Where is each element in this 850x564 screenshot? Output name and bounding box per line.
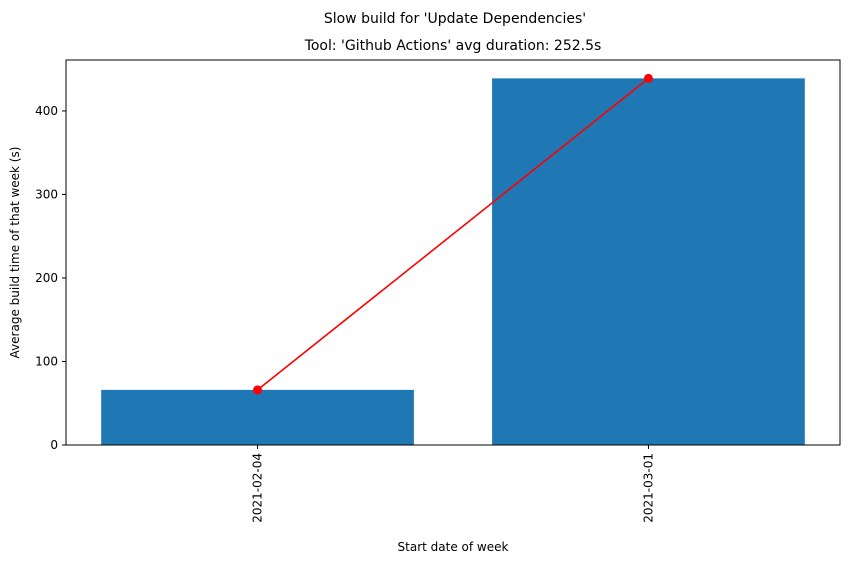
y-tick-label-0: 0 (50, 438, 58, 452)
y-axis-label: Average build time of that week (s) (8, 147, 22, 359)
trend-point-2021-02-04 (253, 385, 263, 395)
y-tick-label-400: 400 (35, 104, 58, 118)
trend-line-group (253, 73, 653, 395)
y-axis: 0 100 200 300 400 (35, 104, 66, 452)
trend-line (257, 77, 649, 391)
y-tick-label-300: 300 (35, 187, 58, 201)
x-axis: 2021-02-04 2021-03-01 (251, 445, 655, 523)
bar-2021-02-04 (101, 389, 414, 445)
bar-2021-03-01 (492, 78, 805, 445)
trend-point-2021-03-01 (643, 73, 653, 83)
x-tick-label-2021-02-04: 2021-02-04 (251, 453, 265, 523)
bars-group (101, 78, 805, 445)
plot-frame (65, 59, 841, 446)
y-tick-label-200: 200 (35, 271, 58, 285)
chart-suptitle: Slow build for 'Update Dependencies' (324, 11, 586, 27)
x-tick-label-2021-03-01: 2021-03-01 (641, 453, 655, 523)
y-tick-label-100: 100 (35, 354, 58, 368)
x-axis-label: Start date of week (398, 540, 509, 554)
chart-title: Tool: 'Github Actions' avg duration: 252… (304, 38, 602, 54)
